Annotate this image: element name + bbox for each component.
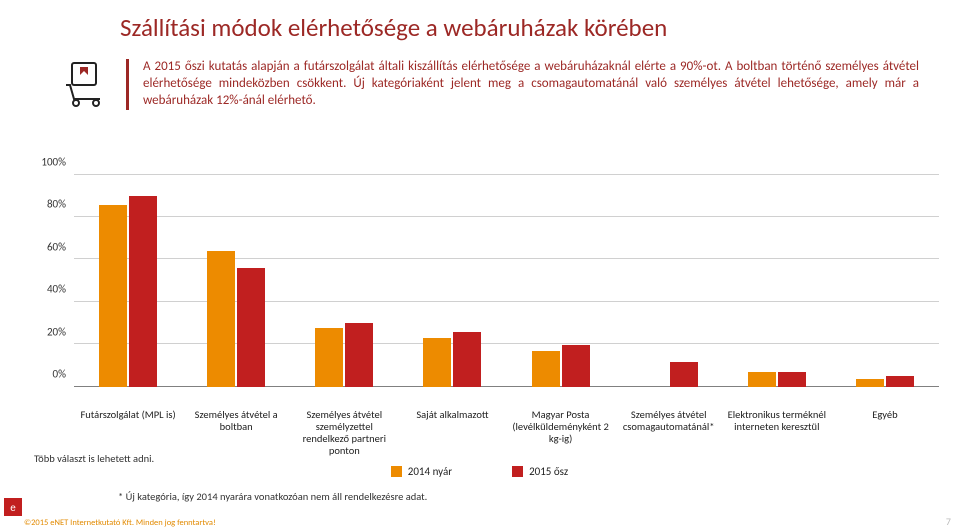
chart-bar	[453, 332, 481, 387]
page-title: Szállítási módok elérhetősége a webáruhá…	[120, 12, 919, 43]
chart-category	[723, 175, 831, 387]
subtitle-text: A 2015 őszi kutatás alapján a futárszolg…	[126, 59, 919, 110]
y-axis-tick: 100%	[41, 156, 66, 169]
chart-bar	[207, 251, 235, 387]
chart-category	[831, 175, 939, 387]
legend-item: 2015 ősz	[512, 465, 568, 478]
chart-bar	[345, 323, 373, 387]
x-axis-label: Személyes átvétel a boltban	[182, 405, 290, 457]
x-axis-label: Magyar Posta (levélküldeményként 2 kg-ig…	[507, 405, 615, 457]
chart-category	[507, 175, 615, 387]
chart-category	[182, 175, 290, 387]
chart-bar	[886, 376, 914, 387]
chart-bar	[423, 338, 451, 387]
chart-bar	[562, 345, 590, 387]
chart-bar	[129, 196, 157, 387]
x-axis-label: Saját alkalmazott	[398, 405, 506, 457]
x-axis-label: Egyéb	[831, 405, 939, 457]
chart-bar	[99, 205, 127, 387]
package-cart-icon	[60, 59, 108, 107]
chart-bar	[532, 351, 560, 387]
x-axis-label: Személyes átvétel személyzettel rendelke…	[290, 405, 398, 457]
y-axis-tick: 20%	[47, 325, 66, 338]
chart-bar	[748, 372, 776, 387]
chart-bar	[670, 362, 698, 387]
chart-bar	[315, 328, 343, 387]
chart-category	[74, 175, 182, 387]
x-axis-label: Személyes átvétel csomagautomatánál*	[615, 405, 723, 457]
footnote: * Új kategória, így 2014 nyarára vonatko…	[118, 490, 427, 503]
page-number: 7	[946, 515, 951, 528]
footer-note: Több választ is lehetett adni.	[34, 452, 154, 465]
legend-swatch	[391, 466, 402, 477]
legend-item: 2014 nyár	[391, 465, 452, 478]
legend-swatch	[512, 466, 523, 477]
x-axis-label: Elektronikus terméknél interneten keresz…	[723, 405, 831, 457]
enet-logo-icon: e	[4, 498, 22, 516]
y-axis-tick: 80%	[47, 198, 66, 211]
chart-legend: 2014 nyár 2015 ősz	[0, 465, 959, 478]
chart-bar	[778, 372, 806, 387]
chart-bar	[237, 268, 265, 387]
legend-label: 2015 ősz	[529, 465, 568, 478]
legend-label: 2014 nyár	[408, 465, 452, 478]
x-axis-label: Futárszolgálat (MPL is)	[74, 405, 182, 457]
y-axis-tick: 40%	[47, 283, 66, 296]
bar-chart: 0%20%40%60%80%100% Futárszolgálat (MPL i…	[36, 175, 939, 405]
chart-bar	[856, 379, 884, 387]
copyright-text: ©2015 eNET Internetkutató Kft. Minden jo…	[24, 518, 216, 528]
svg-text:e: e	[10, 503, 16, 514]
y-axis-tick: 0%	[53, 368, 66, 381]
y-axis-tick: 60%	[47, 240, 66, 253]
chart-category	[615, 175, 723, 387]
chart-category	[290, 175, 398, 387]
chart-category	[398, 175, 506, 387]
